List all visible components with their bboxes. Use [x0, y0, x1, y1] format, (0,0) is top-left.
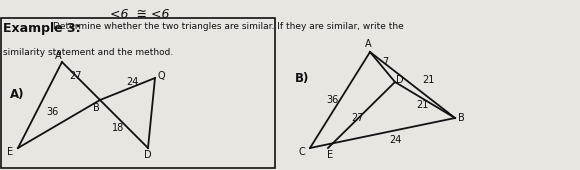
Text: D: D	[396, 75, 404, 85]
Text: E: E	[7, 147, 13, 157]
Text: 27: 27	[69, 71, 81, 81]
Text: 7: 7	[382, 57, 388, 67]
Text: 27: 27	[351, 113, 364, 123]
Text: E: E	[327, 150, 333, 160]
Text: Example 3:: Example 3:	[3, 22, 81, 35]
Text: 24: 24	[389, 135, 401, 145]
Text: <6  ≅ <6: <6 ≅ <6	[110, 8, 169, 21]
Text: Determine whether the two triangles are similar. If they are similar, write the: Determine whether the two triangles are …	[53, 22, 404, 31]
Text: 36: 36	[46, 107, 58, 117]
Text: similarity statement and the method.: similarity statement and the method.	[3, 48, 173, 57]
Text: 36: 36	[326, 95, 338, 105]
Text: 21: 21	[416, 100, 428, 110]
Text: C: C	[299, 147, 306, 157]
Text: A: A	[365, 39, 371, 49]
Text: B: B	[458, 113, 465, 123]
Text: 24: 24	[126, 77, 138, 87]
Text: 21: 21	[422, 75, 434, 85]
Text: 18: 18	[112, 123, 124, 133]
Text: A: A	[55, 51, 61, 61]
Text: Q: Q	[157, 71, 165, 81]
Text: D: D	[144, 150, 152, 160]
Text: B): B)	[295, 72, 309, 85]
Text: B: B	[93, 103, 99, 113]
Text: A): A)	[10, 88, 24, 101]
